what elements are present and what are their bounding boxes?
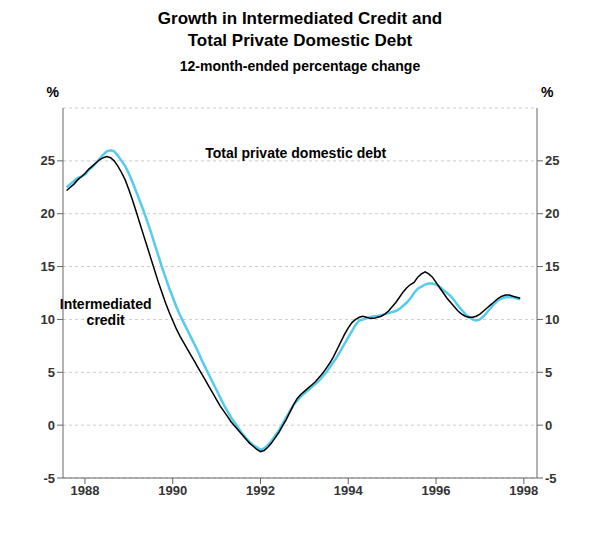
svg-text:20: 20 [41,206,55,221]
svg-text:0: 0 [545,418,552,433]
svg-text:1994: 1994 [334,483,364,498]
svg-text:1992: 1992 [246,483,275,498]
svg-text:15: 15 [545,259,559,274]
svg-text:5: 5 [545,365,552,380]
svg-text:10: 10 [545,312,559,327]
svg-text:25: 25 [41,153,55,168]
svg-text:1988: 1988 [70,483,99,498]
svg-text:1998: 1998 [509,483,538,498]
html-text:Total private domestic debt: Total private domestic debt [205,145,387,161]
svg-text:20: 20 [545,206,559,221]
html-text:Intermediated credit: Intermediated credit [59,295,152,328]
svg-text:1996: 1996 [422,483,451,498]
svg-text:1990: 1990 [158,483,187,498]
svg-text:5: 5 [48,365,55,380]
svg-text:25: 25 [545,153,559,168]
svg-text:0: 0 [48,418,55,433]
svg-text:-5: -5 [43,471,55,486]
html-text:Growth in Intermediated Credit: Growth in Intermediated Credit and Total… [157,9,443,50]
svg-text:-5: -5 [545,471,557,486]
html-text:12-month-ended percentage chan: 12-month-ended percentage change [179,58,421,74]
svg-text:15: 15 [41,259,55,274]
svg-text:10: 10 [41,312,55,327]
